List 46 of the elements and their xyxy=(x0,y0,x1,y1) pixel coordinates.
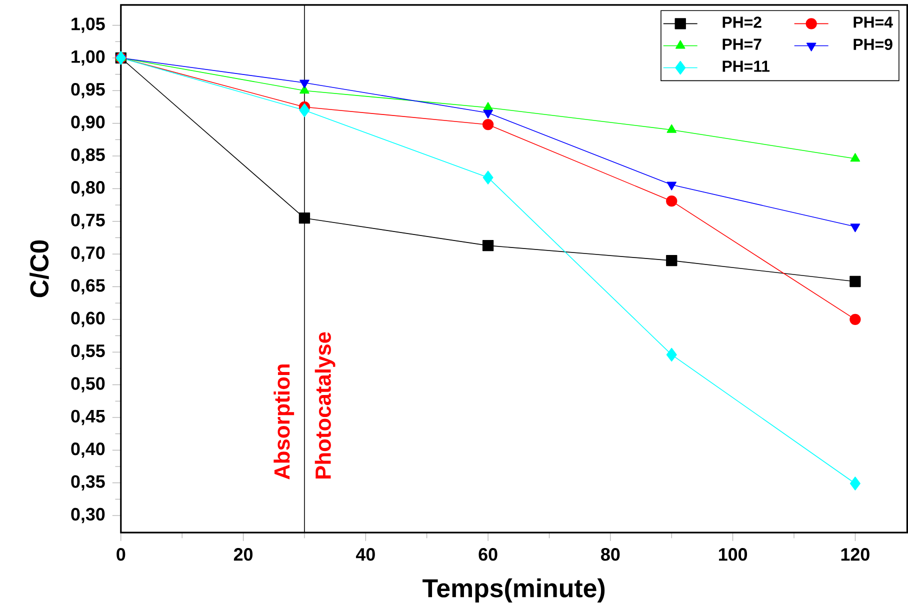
legend-label: PH=2 xyxy=(722,16,762,28)
point xyxy=(850,152,860,162)
x-tick-label: 0 xyxy=(116,548,126,561)
legend-label: PH=11 xyxy=(722,60,770,72)
y-tick-label: 0,65 xyxy=(71,278,105,294)
point xyxy=(666,124,677,133)
y-tick-label: 0,75 xyxy=(71,213,105,229)
point xyxy=(850,276,861,287)
x-tick-label: 80 xyxy=(601,548,620,561)
y-tick-label: 0,35 xyxy=(71,474,105,490)
x-axis-title: Temps(minute) xyxy=(422,578,605,602)
annotation: Photocatalyse xyxy=(314,332,336,478)
y-tick-label: 0,40 xyxy=(71,442,105,458)
x-tick-label: 120 xyxy=(841,548,870,561)
y-tick-label: 0,90 xyxy=(71,115,105,131)
annotation: Absorption xyxy=(274,364,294,480)
y-tick-label: 0,60 xyxy=(71,312,105,327)
y-tick-label: 0,55 xyxy=(71,344,105,360)
y-tick-label: 0,85 xyxy=(71,148,105,164)
y-tick-label: 0,70 xyxy=(71,246,105,262)
point xyxy=(482,240,494,251)
y-tick-label: 0,45 xyxy=(71,410,105,425)
y-tick-label: 0,95 xyxy=(71,82,105,98)
point xyxy=(850,223,860,232)
legend-label: PH=7 xyxy=(722,38,762,50)
y-tick-label: 0,50 xyxy=(71,376,105,392)
point xyxy=(482,170,494,184)
x-tick-label: 60 xyxy=(478,548,498,561)
legend-label: PH=9 xyxy=(854,38,892,50)
y-tick-label: 1,00 xyxy=(72,50,105,66)
x-tick-label: 40 xyxy=(356,548,375,561)
point xyxy=(299,103,310,117)
x-tick-label: 20 xyxy=(234,548,253,561)
y-tick-label: 0,30 xyxy=(71,508,105,523)
point xyxy=(666,348,677,362)
y-tick-label: 0,80 xyxy=(71,180,105,196)
point xyxy=(298,212,310,224)
point xyxy=(850,476,860,490)
legend-label: PH=4 xyxy=(854,16,893,28)
point xyxy=(666,254,678,266)
y-axis-title: C/C0 xyxy=(30,240,49,297)
x-tick-label: 100 xyxy=(718,548,748,561)
point xyxy=(666,195,678,206)
point xyxy=(482,118,494,130)
y-tick-label: 1,05 xyxy=(72,17,105,33)
point xyxy=(850,314,861,325)
